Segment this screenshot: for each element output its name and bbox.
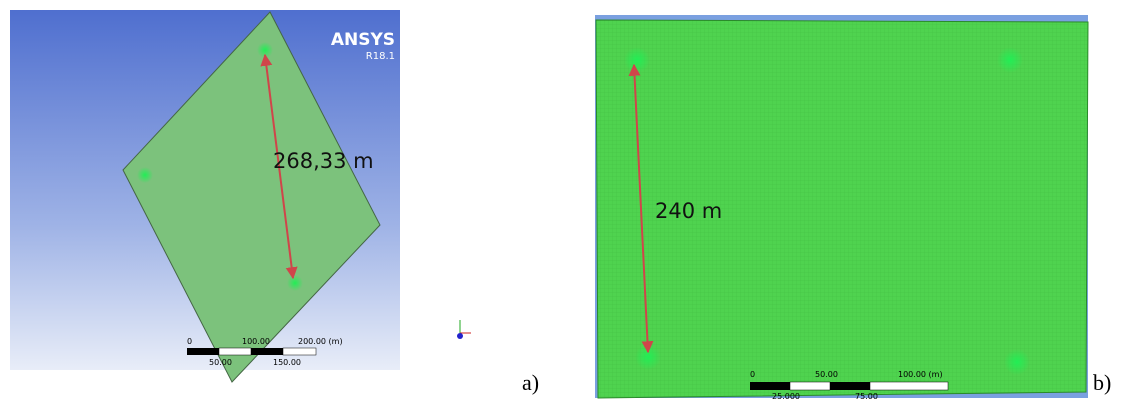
source <box>287 275 303 291</box>
panel-b: 240 m 0 50.00 100.00 (m) 25.000 75.00 b) <box>595 15 1111 400</box>
scale-label: 150.00 <box>273 358 301 367</box>
source <box>997 47 1023 73</box>
panel-a: 268,33 m ANSYS R18.1 0 100.00 200.00 (m)… <box>10 10 539 395</box>
logo: ANSYS <box>331 30 395 50</box>
scale-label: 50.00 <box>209 358 232 367</box>
source <box>137 167 153 183</box>
panel-label: a) <box>522 370 539 395</box>
scale-label: 0 <box>187 337 192 346</box>
source <box>1004 349 1030 375</box>
scale-bar <box>187 348 316 355</box>
page: 268,33 m ANSYS R18.1 0 100.00 200.00 (m)… <box>0 0 1121 400</box>
axis-triad <box>457 320 471 339</box>
scale-label: 75.00 <box>855 392 878 400</box>
source <box>624 47 650 73</box>
scale-label: 100.00 <box>242 337 270 346</box>
scale-label: 50.00 <box>815 370 838 379</box>
panel-label: b) <box>1093 370 1111 395</box>
scale-bar <box>750 382 948 390</box>
scale-label: 0 <box>750 370 755 379</box>
scale-label: 100.00 (m) <box>898 370 943 379</box>
scale-label: 200.00 (m) <box>298 337 343 346</box>
distance-label: 268,33 m <box>273 149 374 173</box>
distance-label: 240 m <box>655 199 722 223</box>
scale-label: 25.000 <box>772 392 800 400</box>
figure: 268,33 m ANSYS R18.1 0 100.00 200.00 (m)… <box>0 0 1121 400</box>
version: R18.1 <box>366 51 395 62</box>
